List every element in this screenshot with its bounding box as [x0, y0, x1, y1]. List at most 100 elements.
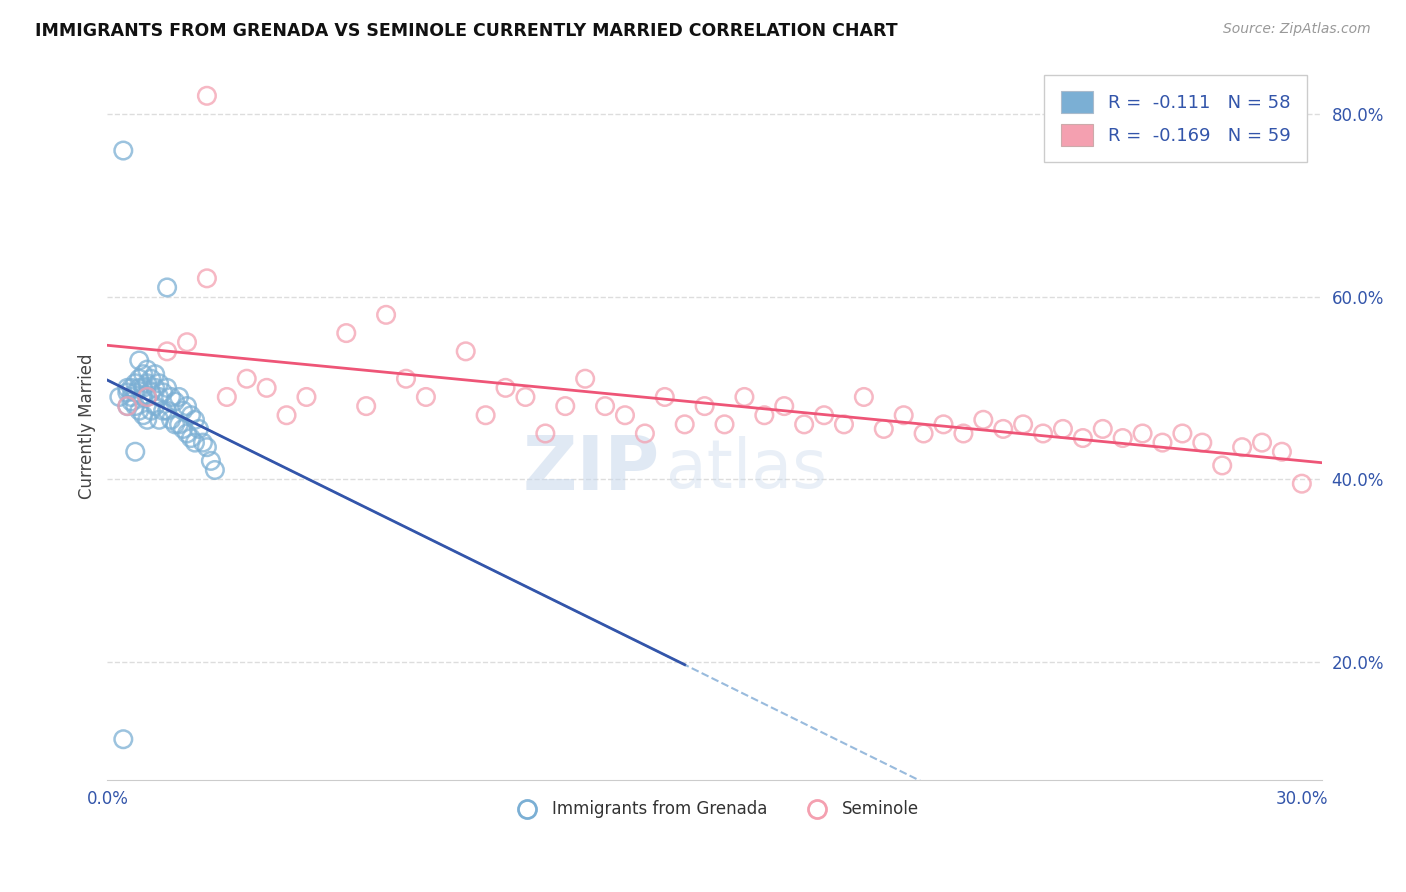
Point — [515, 390, 537, 404]
Point — [180, 409, 202, 423]
Point — [1032, 426, 1054, 441]
Point — [195, 271, 218, 285]
Text: IMMIGRANTS FROM GRENADA VS SEMINOLE CURRENTLY MARRIED CORRELATION CHART: IMMIGRANTS FROM GRENADA VS SEMINOLE CURR… — [35, 22, 898, 40]
Point — [165, 394, 187, 409]
Point — [574, 372, 596, 386]
Point — [132, 390, 155, 404]
Point — [191, 435, 214, 450]
Point — [1071, 431, 1094, 445]
Point — [673, 417, 696, 432]
Point — [793, 417, 815, 432]
Point — [1291, 476, 1313, 491]
Point — [156, 280, 179, 294]
Point — [180, 431, 202, 445]
Point — [172, 403, 194, 417]
Point — [1132, 426, 1154, 441]
Point — [128, 381, 150, 395]
Point — [375, 308, 398, 322]
Point — [713, 417, 735, 432]
Point — [156, 344, 179, 359]
Point — [773, 399, 796, 413]
Point — [1152, 435, 1174, 450]
Point — [136, 413, 159, 427]
Point — [156, 381, 179, 395]
Point — [215, 390, 238, 404]
Point — [454, 344, 477, 359]
Point — [117, 399, 139, 413]
Point — [415, 390, 437, 404]
Point — [108, 390, 131, 404]
Point — [195, 88, 218, 103]
Point — [132, 367, 155, 381]
Point — [912, 426, 935, 441]
Point — [235, 372, 257, 386]
Point — [148, 390, 170, 404]
Point — [276, 409, 298, 423]
Point — [184, 435, 207, 450]
Point — [614, 409, 637, 423]
Point — [188, 422, 211, 436]
Point — [534, 426, 557, 441]
Point — [1171, 426, 1194, 441]
Point — [156, 403, 179, 417]
Point — [117, 385, 139, 400]
Point — [693, 399, 716, 413]
Text: atlas: atlas — [666, 436, 827, 502]
Point — [1211, 458, 1233, 473]
Point — [124, 376, 146, 391]
Point — [117, 381, 139, 395]
Point — [120, 390, 142, 404]
Point — [128, 353, 150, 368]
Point — [141, 385, 163, 400]
Point — [176, 335, 198, 350]
Point — [1230, 440, 1253, 454]
Point — [1191, 435, 1213, 450]
Text: ZIP: ZIP — [523, 433, 659, 506]
Point — [634, 426, 657, 441]
Point — [124, 399, 146, 413]
Point — [952, 426, 974, 441]
Point — [160, 390, 183, 404]
Point — [167, 417, 190, 432]
Point — [354, 399, 377, 413]
Point — [136, 376, 159, 391]
Y-axis label: Currently Married: Currently Married — [79, 354, 96, 500]
Point — [136, 390, 159, 404]
Point — [1271, 444, 1294, 458]
Point — [993, 422, 1015, 436]
Point — [128, 403, 150, 417]
Point — [120, 394, 142, 409]
Point — [148, 413, 170, 427]
Point — [143, 399, 166, 413]
Point — [136, 362, 159, 376]
Point — [120, 381, 142, 395]
Point — [554, 399, 576, 413]
Point — [143, 381, 166, 395]
Point — [165, 417, 187, 432]
Point — [148, 376, 170, 391]
Point — [1052, 422, 1074, 436]
Point — [256, 381, 278, 395]
Point — [132, 381, 155, 395]
Point — [152, 385, 174, 400]
Point — [152, 403, 174, 417]
Point — [141, 403, 163, 417]
Point — [200, 454, 222, 468]
Text: Source: ZipAtlas.com: Source: ZipAtlas.com — [1223, 22, 1371, 37]
Point — [1251, 435, 1274, 450]
Point — [495, 381, 517, 395]
Point — [160, 413, 183, 427]
Point — [832, 417, 855, 432]
Point — [335, 326, 357, 340]
Point — [176, 399, 198, 413]
Point — [1012, 417, 1035, 432]
Point — [143, 367, 166, 381]
Point — [654, 390, 676, 404]
Point — [195, 440, 218, 454]
Point — [204, 463, 226, 477]
Point — [136, 390, 159, 404]
Point — [873, 422, 896, 436]
Point — [141, 372, 163, 386]
Point — [932, 417, 955, 432]
Point — [167, 390, 190, 404]
